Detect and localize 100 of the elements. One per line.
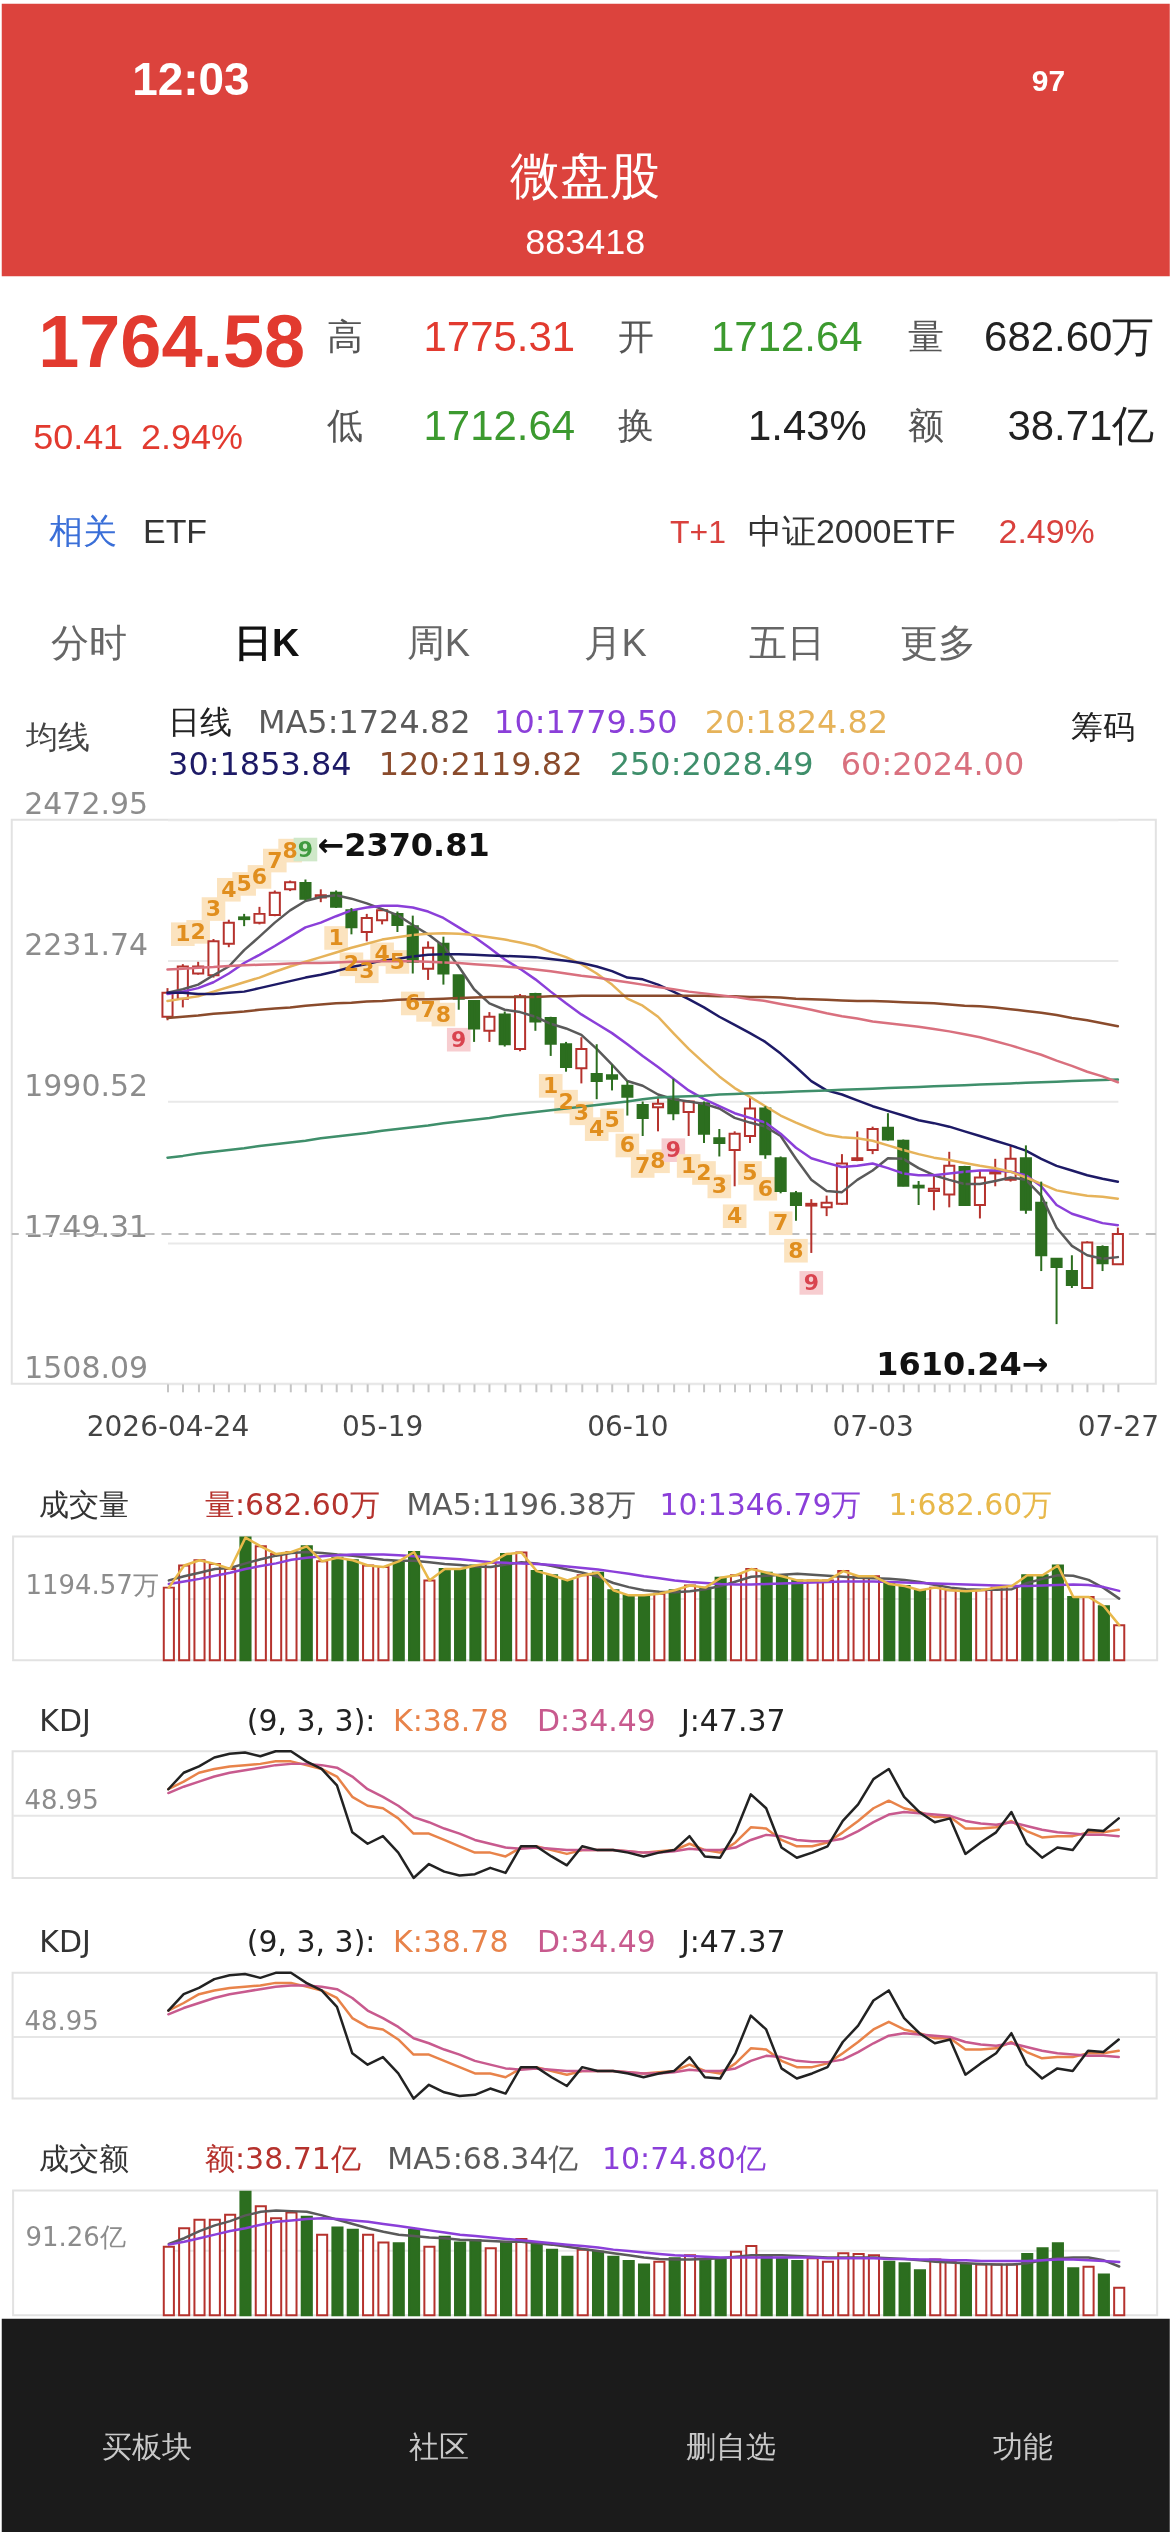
text: 48.95 bbox=[24, 1784, 99, 1815]
bar bbox=[408, 1551, 421, 1662]
y-tick-label: 1194.57万 bbox=[25, 1570, 159, 1601]
bar bbox=[1036, 2247, 1049, 2317]
bar bbox=[1051, 1564, 1064, 1662]
bar bbox=[500, 1553, 513, 1662]
bar bbox=[500, 2241, 513, 2317]
text: 五日 bbox=[748, 622, 825, 665]
y-tick-label: 91.26亿 bbox=[25, 2221, 126, 2252]
annotation: 5 bbox=[604, 1107, 620, 1133]
annotation: 5 bbox=[742, 1159, 758, 1185]
bar bbox=[239, 2190, 252, 2317]
bar bbox=[668, 2257, 681, 2317]
text: 周K bbox=[406, 622, 471, 665]
chart-title: KDJ bbox=[39, 1923, 91, 1959]
text: 60:2024.00 bbox=[840, 744, 1025, 783]
text: 682.60万 bbox=[984, 312, 1155, 360]
x-tick-label: 06-10 bbox=[587, 1410, 669, 1444]
annotation: 2 bbox=[696, 1159, 712, 1185]
text: 883418 bbox=[525, 220, 646, 262]
bar bbox=[392, 1560, 405, 1662]
bar bbox=[775, 1575, 789, 1662]
text: 均线 bbox=[25, 717, 91, 756]
series-label: 量:682.60万 bbox=[205, 1486, 380, 1522]
text: 120:2119.82 bbox=[378, 744, 583, 783]
bar bbox=[331, 2226, 344, 2317]
bar bbox=[1021, 2252, 1034, 2317]
text: 1764.58 bbox=[38, 299, 306, 383]
annotation: 1610.24→ bbox=[876, 1345, 1049, 1384]
bar bbox=[561, 1579, 574, 1662]
annotation: 7 bbox=[773, 1210, 789, 1236]
text: 30:1853.84 bbox=[168, 744, 352, 783]
x-tick-label: 2026-04-24 bbox=[86, 1410, 250, 1444]
bar bbox=[239, 1536, 252, 1662]
text: 开 bbox=[618, 315, 655, 357]
bar bbox=[883, 2260, 896, 2317]
bar bbox=[530, 1570, 543, 1662]
bar bbox=[898, 2262, 911, 2317]
text: 量 bbox=[907, 315, 944, 357]
bar bbox=[545, 2248, 559, 2317]
text: 10:1779.50 bbox=[494, 702, 678, 741]
text: 删自选 bbox=[686, 2428, 777, 2464]
bar bbox=[1097, 1605, 1110, 1662]
annotation: 8 bbox=[788, 1237, 804, 1263]
text: 20:1824.82 bbox=[704, 702, 889, 741]
annotation: 3 bbox=[205, 896, 222, 922]
annotation: 8 bbox=[435, 1001, 452, 1027]
bar bbox=[438, 2235, 451, 2317]
x-tick-label: 05-19 bbox=[342, 1410, 424, 1444]
bar bbox=[545, 1574, 559, 1662]
annotation: 1 bbox=[175, 921, 191, 947]
y-tick-label: 1990.52 bbox=[24, 1068, 149, 1104]
bar bbox=[300, 1545, 313, 1662]
text: 额 bbox=[907, 405, 944, 447]
chart-subtitle: (9, 3, 3): bbox=[246, 1703, 376, 1739]
bar bbox=[622, 2260, 635, 2317]
bar bbox=[530, 2243, 543, 2317]
bar bbox=[346, 2228, 359, 2317]
annotation: 9 bbox=[665, 1137, 681, 1163]
annotation: 3 bbox=[711, 1173, 727, 1199]
annotation: 4 bbox=[727, 1203, 743, 1229]
annotation: 6 bbox=[757, 1175, 773, 1201]
series-label: 额:38.71亿 bbox=[205, 2141, 361, 2177]
text: MA5:1724.82 bbox=[257, 702, 471, 741]
bar bbox=[331, 1556, 344, 1662]
annotation: 5 bbox=[236, 870, 252, 896]
annotation: 7 bbox=[635, 1152, 651, 1178]
annotation: 4 bbox=[589, 1116, 605, 1142]
chart-title: 日线 bbox=[168, 702, 233, 741]
bar bbox=[760, 1571, 773, 1662]
series-label: MA5:1196.38万 bbox=[406, 1486, 636, 1522]
bar bbox=[408, 2228, 421, 2317]
bar bbox=[392, 2242, 405, 2317]
annotation: 7 bbox=[267, 847, 283, 873]
annotation: 1 bbox=[681, 1152, 697, 1178]
text: J:47.37 bbox=[678, 1703, 786, 1739]
text: D:34.49 bbox=[536, 1923, 656, 1959]
annotation: 6 bbox=[619, 1132, 635, 1158]
annotation: 4 bbox=[374, 941, 390, 967]
text: 高 bbox=[326, 315, 363, 357]
text: 50.41 bbox=[33, 416, 124, 458]
bar bbox=[1021, 1574, 1034, 1662]
bar bbox=[300, 2215, 313, 2317]
bar bbox=[699, 1586, 712, 1662]
x-tick-label: 07-27 bbox=[1077, 1410, 1159, 1444]
bar bbox=[913, 1589, 926, 1662]
bar bbox=[1036, 1574, 1049, 1662]
bar bbox=[1097, 2273, 1110, 2317]
bar bbox=[607, 2255, 620, 2317]
bar bbox=[959, 2263, 972, 2317]
bar bbox=[454, 1568, 467, 1662]
text: 筹码 bbox=[1071, 707, 1136, 746]
annotation: 1 bbox=[328, 924, 344, 950]
text: 1712.64 bbox=[711, 312, 863, 360]
text: 1.43% bbox=[747, 402, 867, 450]
annotation: 4 bbox=[221, 876, 237, 902]
text: T+1 bbox=[670, 514, 727, 551]
bar bbox=[883, 1583, 896, 1662]
text: D:34.49 bbox=[536, 1703, 656, 1739]
y-tick-label: 1749.31 bbox=[24, 1209, 149, 1245]
